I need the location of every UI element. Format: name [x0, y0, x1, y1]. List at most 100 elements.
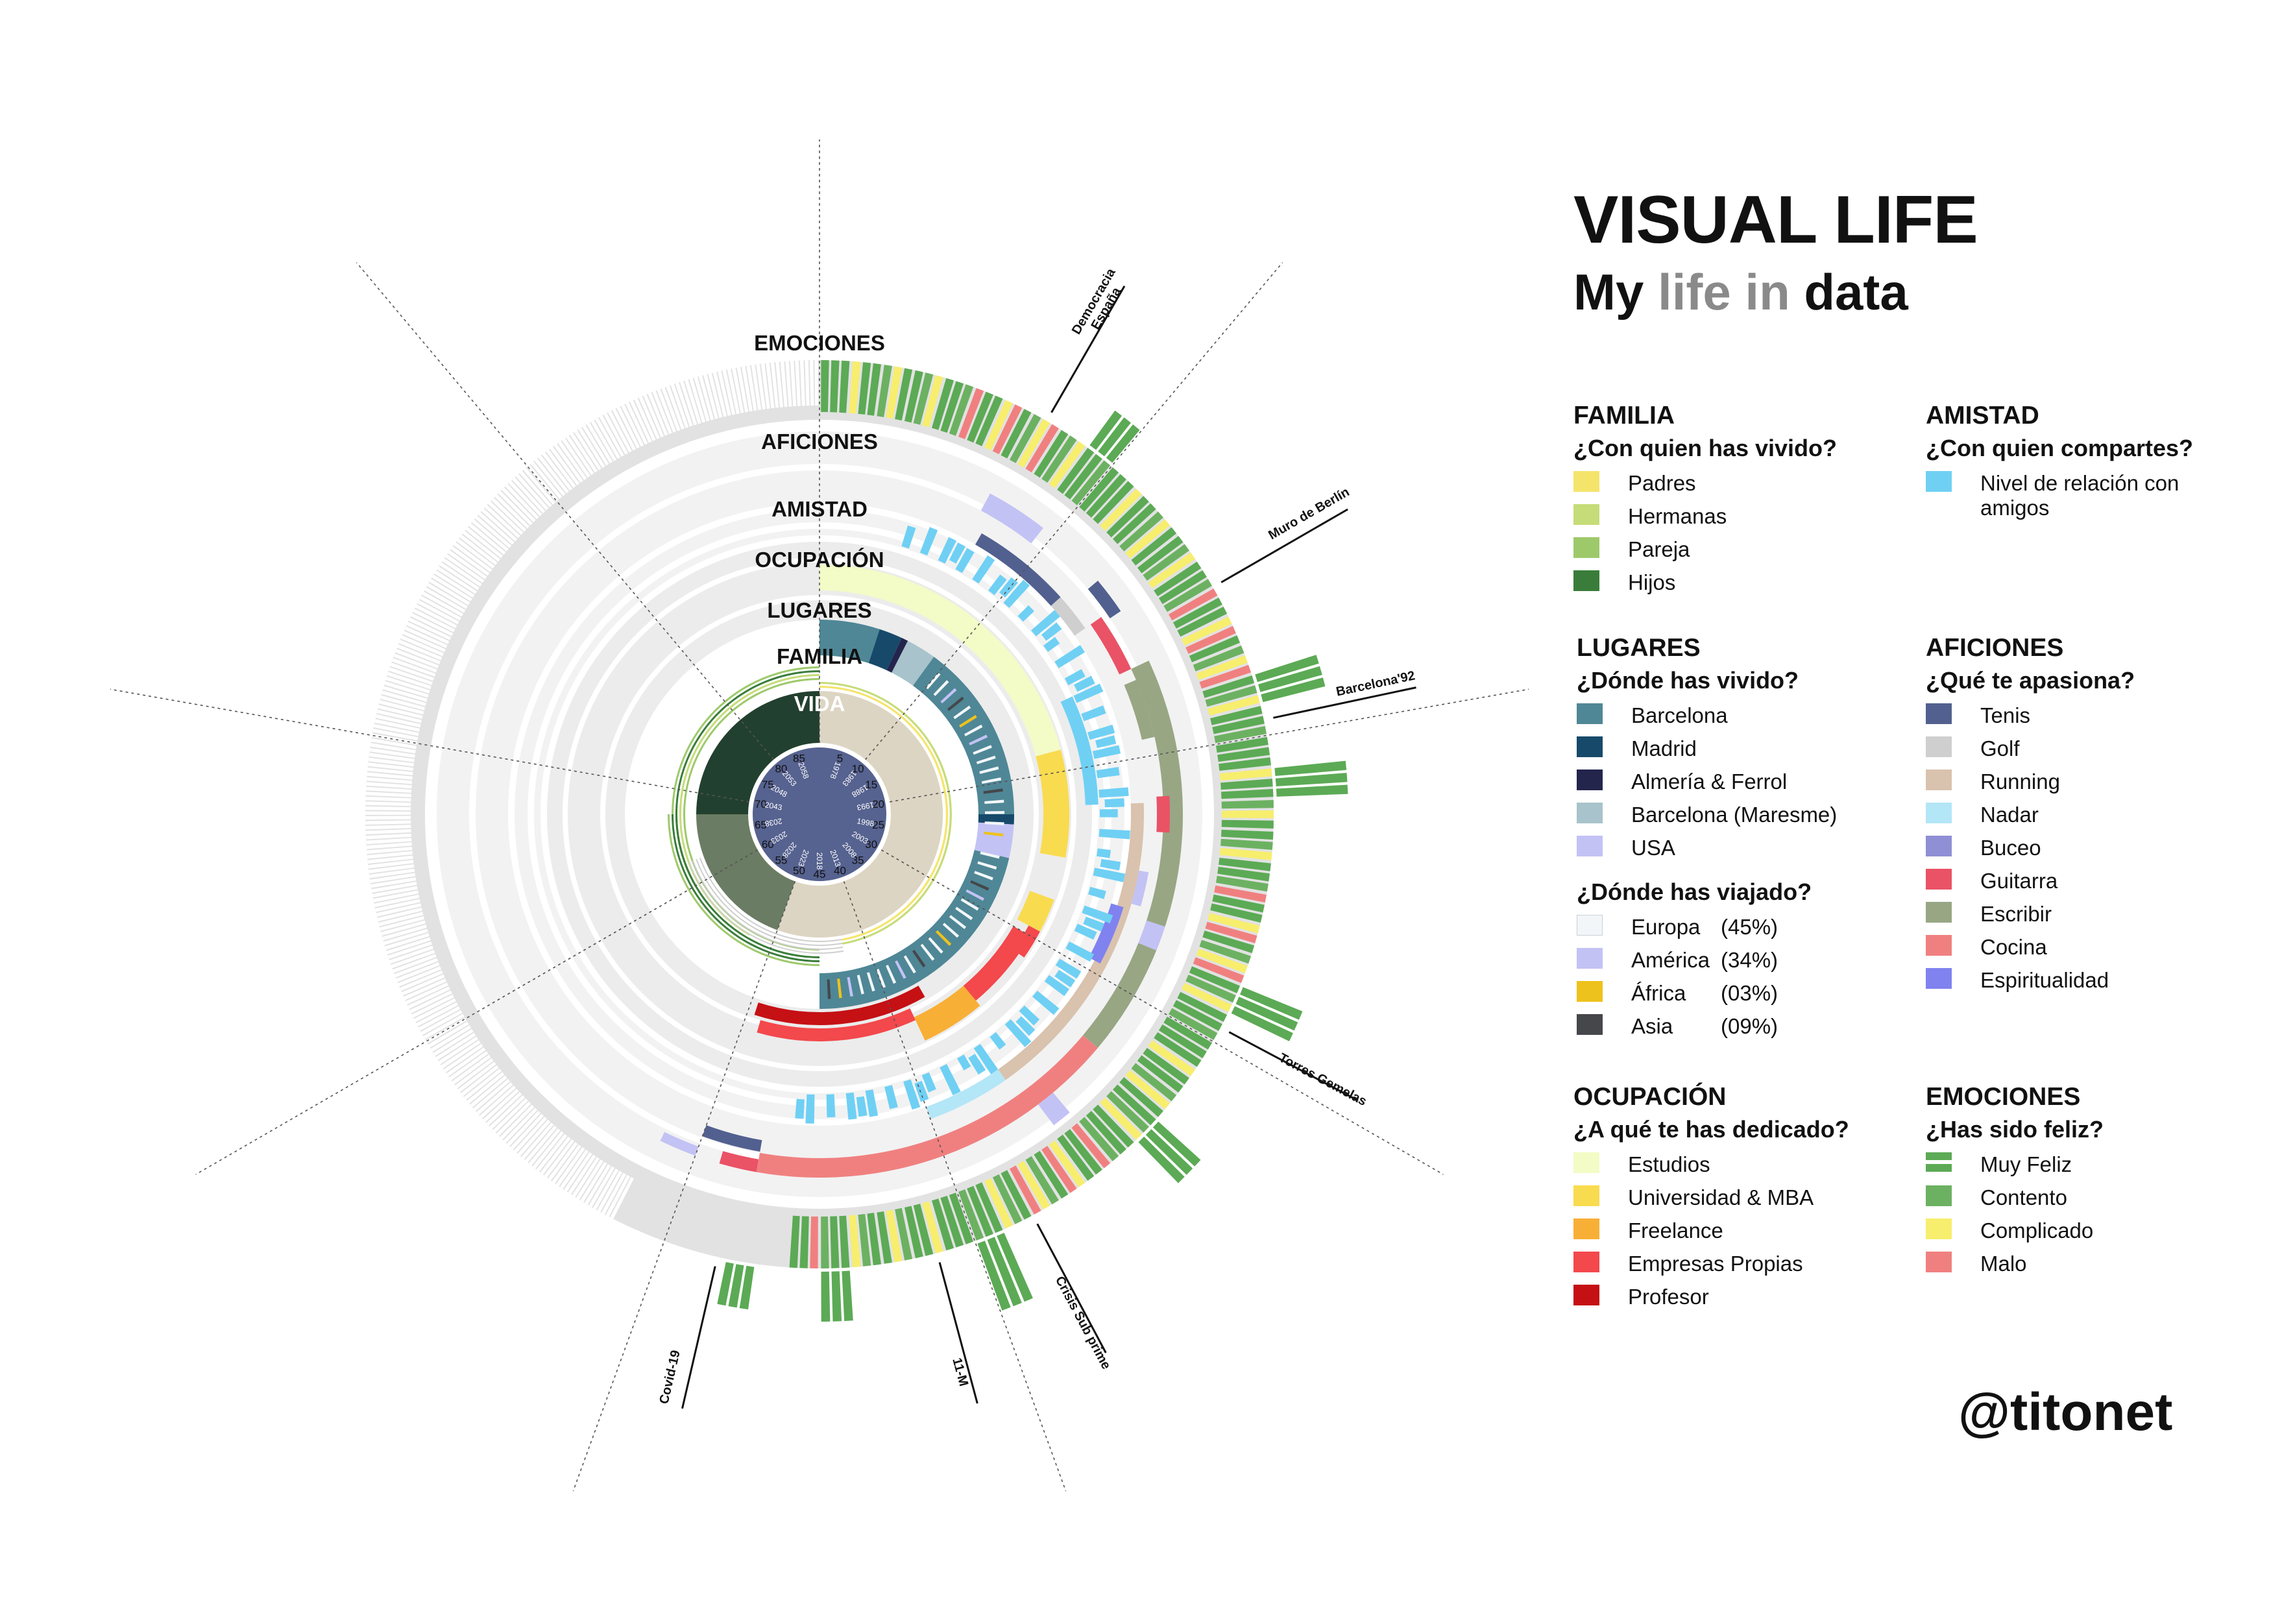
future-ring-tick — [369, 753, 415, 762]
event-line — [1220, 508, 1348, 583]
emotion-bar — [886, 366, 903, 419]
legend-swatch — [1573, 570, 1599, 591]
legend-item-tenis: Tenis — [1926, 703, 2282, 736]
legend-amistad: AMISTAD ¿Con quien compartes? Nivel de r… — [1926, 401, 2282, 527]
legend-item-guitarra: Guitarra — [1926, 868, 2282, 902]
emotion-bar — [1219, 858, 1271, 871]
travel-tick — [982, 842, 1002, 848]
emotion-bar — [1143, 544, 1189, 581]
legend-label: Almería & Ferrol — [1631, 769, 1788, 794]
future-ring-tick — [538, 455, 569, 494]
future-ring-tick — [599, 415, 624, 457]
future-ring-tick — [398, 966, 441, 987]
emotion-spike — [987, 1237, 1022, 1307]
future-ring-tick — [464, 1069, 502, 1100]
legend-label: USA — [1631, 835, 1675, 860]
future-ring-tick — [430, 1025, 471, 1052]
year-label: 1998 — [856, 816, 875, 828]
legend-aficiones-head: AFICIONES — [1926, 634, 2064, 662]
future-ring-tick — [610, 1177, 634, 1219]
emotion-bar — [940, 1196, 964, 1248]
hobby-buceo-b — [980, 493, 1043, 544]
legend-item-barcelona-maresme: Barcelona (Maresme) — [1577, 802, 1940, 836]
emotion-spike — [1106, 424, 1140, 463]
future-ring-tick — [760, 363, 770, 409]
future-ring-tick — [564, 1152, 592, 1192]
event-line — [1273, 686, 1416, 719]
friend-bar — [919, 527, 938, 556]
emotion-bar — [958, 388, 984, 439]
emotion-bar — [1163, 1016, 1212, 1050]
legend-item-nivel-de-relacion-con-amigos: Nivel de relación con amigos — [1926, 470, 2282, 520]
emotion-bar — [1163, 579, 1212, 612]
hobby-escribir — [1083, 661, 1183, 1048]
emotion-bar — [1212, 716, 1265, 734]
future-ring-tick — [425, 1017, 467, 1044]
bg-gap-7 — [508, 503, 1131, 1126]
future-ring-tick — [404, 978, 447, 1000]
friend-bar — [1055, 958, 1082, 979]
future-ring-tick — [376, 903, 422, 917]
hobby-running — [998, 803, 1145, 1080]
future-ring-tick — [419, 596, 461, 621]
future-ring-tick — [708, 373, 723, 418]
future-ring-tick — [523, 467, 555, 505]
travel-tick — [925, 672, 941, 690]
future-ring-tick — [395, 649, 439, 669]
future-ring-tick — [441, 1040, 481, 1069]
legend-label: Nadar — [1980, 802, 2039, 827]
event-label-democracia-espana: DemocraciaEspaña — [1069, 265, 1131, 344]
future-ring-tick — [456, 538, 495, 569]
future-ring-tick — [384, 681, 429, 698]
emotion-spike — [831, 1271, 842, 1322]
future-ring-tick — [371, 738, 417, 749]
emotion-bar — [877, 365, 892, 417]
emotion-bar — [1172, 598, 1222, 629]
legend-swatch — [1577, 802, 1603, 823]
emotion-bar — [1154, 561, 1202, 597]
future-ring-tick — [562, 438, 590, 478]
future-ring-tick — [404, 626, 448, 648]
emotion-bar — [1216, 736, 1268, 753]
legend-label: Buceo — [1980, 835, 2041, 860]
travel-tick — [920, 943, 935, 961]
future-ring-tick — [521, 1122, 554, 1159]
legend-swatch — [1926, 1218, 1952, 1239]
future-ring-tick — [546, 449, 576, 488]
future-ring-tick — [371, 881, 417, 893]
life-future-late — [696, 691, 819, 814]
legend-item-freelance: Freelance — [1573, 1218, 1937, 1252]
subtitle-part1: My — [1573, 263, 1644, 321]
hobby-guitarra — [719, 1151, 759, 1172]
hobby-buceo — [1038, 1093, 1070, 1126]
future-ring-tick — [486, 1092, 522, 1126]
emotion-bar — [922, 375, 943, 428]
legend-swatch — [1926, 901, 1952, 923]
future-ring-tick — [390, 662, 435, 681]
legend-swatch — [1577, 948, 1603, 969]
emotion-bar — [1093, 481, 1134, 524]
emotion-bar — [1177, 607, 1228, 637]
age-label: 40 — [834, 865, 846, 877]
future-ring-tick — [689, 378, 706, 423]
emotion-spike — [739, 1265, 755, 1310]
future-ring-tick — [666, 385, 685, 430]
legend-item-golf: Golf — [1926, 736, 2282, 770]
future-ring-tick — [368, 762, 414, 771]
occ-estudios — [819, 564, 1061, 757]
event-label-11-m: 11-M — [949, 1356, 971, 1388]
future-ring-tick — [685, 380, 701, 424]
friend-bar — [901, 525, 916, 549]
occ-universidad-b — [1017, 891, 1054, 932]
legend-swatch — [1573, 1251, 1599, 1272]
legend-swatch — [1926, 868, 1952, 890]
friend-bar — [1092, 745, 1121, 759]
emotion-bar — [984, 1178, 1013, 1229]
emotion-spike — [1089, 410, 1123, 450]
future-ring-tick — [391, 658, 436, 677]
emotion-bar — [1182, 983, 1232, 1012]
legend-label: Golf — [1980, 736, 2020, 760]
future-ring-tick — [374, 894, 420, 908]
legend-swatch — [1926, 1251, 1952, 1272]
hobby-escribir-b — [1124, 679, 1155, 740]
